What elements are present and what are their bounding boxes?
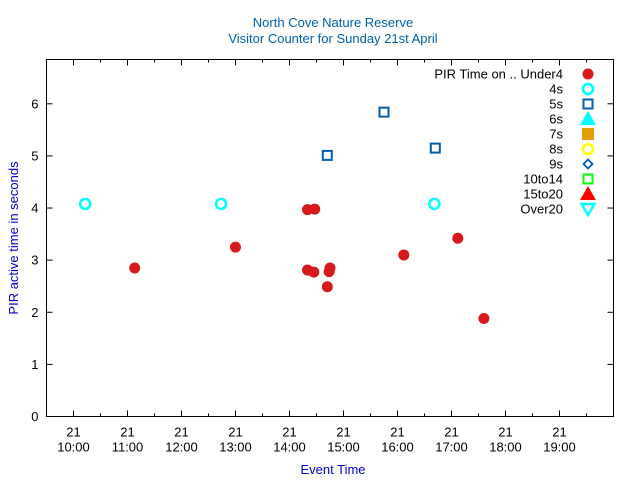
chart-subtitle: Visitor Counter for Sunday 21st April — [228, 31, 437, 46]
x-tick-label-day: 21 — [120, 425, 134, 440]
data-point-series-2 — [321, 149, 333, 161]
x-tick-label-day: 21 — [282, 425, 296, 440]
data-point-series-1 — [78, 197, 92, 211]
x-tick-label-day: 21 — [390, 425, 404, 440]
y-axis-label: PIR active time in seconds — [6, 161, 21, 315]
legend: PIR Time on .. Under44s5s6s7s8s9s10to141… — [434, 67, 597, 218]
y-tick-label: 2 — [31, 305, 38, 320]
data-point-series-0 — [398, 249, 410, 261]
data-point-series-0 — [478, 313, 490, 325]
data-point-series-0 — [452, 232, 464, 244]
legend-entry-label: 15to20 — [523, 187, 563, 202]
data-point-series-2 — [429, 142, 441, 154]
legend-entry-label: 5s — [549, 97, 563, 112]
x-tick-label-time: 13:00 — [219, 440, 252, 455]
x-tick-label-day: 21 — [336, 425, 350, 440]
y-tick-label: 5 — [31, 148, 38, 163]
legend-marker — [579, 202, 597, 218]
x-tick-label-time: 10:00 — [57, 440, 90, 455]
x-tick-label-day: 21 — [174, 425, 188, 440]
legend-entry-label: 8s — [549, 142, 563, 157]
x-tick-label-time: 11:00 — [112, 440, 144, 455]
data-point-series-1 — [428, 197, 441, 211]
x-tick-label-day: 21 — [552, 425, 566, 440]
x-tick-label-day: 21 — [498, 425, 512, 440]
data-points — [78, 106, 490, 325]
x-tick-label-time: 14:00 — [273, 440, 306, 455]
data-point-series-0 — [324, 262, 336, 274]
legend-entry-label: 4s — [549, 82, 563, 97]
legend-marker — [582, 68, 594, 80]
data-point-series-0 — [129, 262, 141, 274]
x-axis-label: Event Time — [300, 462, 365, 477]
x-axis: 2110:002111:002112:002113:002114:002115:… — [46, 59, 587, 455]
plot-area-frame — [46, 59, 614, 417]
x-tick-label-day: 21 — [444, 425, 458, 440]
x-tick-label-time: 19:00 — [543, 440, 576, 455]
legend-marker — [581, 142, 595, 156]
y-tick-label: 3 — [31, 253, 38, 268]
y-axis: 0 1 2 3 4 5 6 — [31, 96, 614, 424]
y-tick-label: 6 — [31, 96, 38, 111]
legend-marker — [580, 111, 596, 125]
y-tick-label: 4 — [31, 201, 38, 216]
data-point-series-0 — [308, 266, 320, 278]
x-tick-label-time: 16:00 — [381, 440, 414, 455]
legend-entry-label: PIR Time on .. Under4 — [434, 67, 563, 82]
data-point-series-0 — [230, 241, 241, 253]
y-tick-label: 1 — [31, 357, 38, 372]
legend-marker — [581, 82, 595, 96]
legend-entry-label: Over20 — [520, 202, 563, 217]
data-point-series-1 — [214, 197, 228, 211]
data-point-series-0 — [309, 203, 321, 215]
x-tick-label-time: 18:00 — [489, 440, 522, 455]
legend-entry-label: 10to14 — [523, 172, 563, 187]
x-tick-label-time: 15:00 — [327, 440, 360, 455]
x-tick-label-time: 17:00 — [435, 440, 468, 455]
legend-marker — [582, 158, 594, 170]
legend-marker — [582, 173, 594, 185]
legend-marker — [582, 128, 594, 140]
data-point-series-2 — [378, 106, 390, 118]
y-tick-label: 0 — [31, 409, 38, 424]
legend-entry-label: 7s — [549, 127, 563, 142]
data-point-series-0 — [321, 281, 333, 293]
legend-entry-label: 9s — [549, 157, 563, 172]
chart-title: North Cove Nature Reserve — [253, 15, 413, 30]
legend-entry-label: 6s — [549, 112, 563, 127]
x-tick-label-time: 12:00 — [165, 440, 198, 455]
legend-marker — [582, 98, 594, 110]
x-tick-label-day: 21 — [228, 425, 242, 440]
x-tick-label-day: 21 — [66, 425, 80, 440]
legend-marker — [580, 186, 596, 200]
